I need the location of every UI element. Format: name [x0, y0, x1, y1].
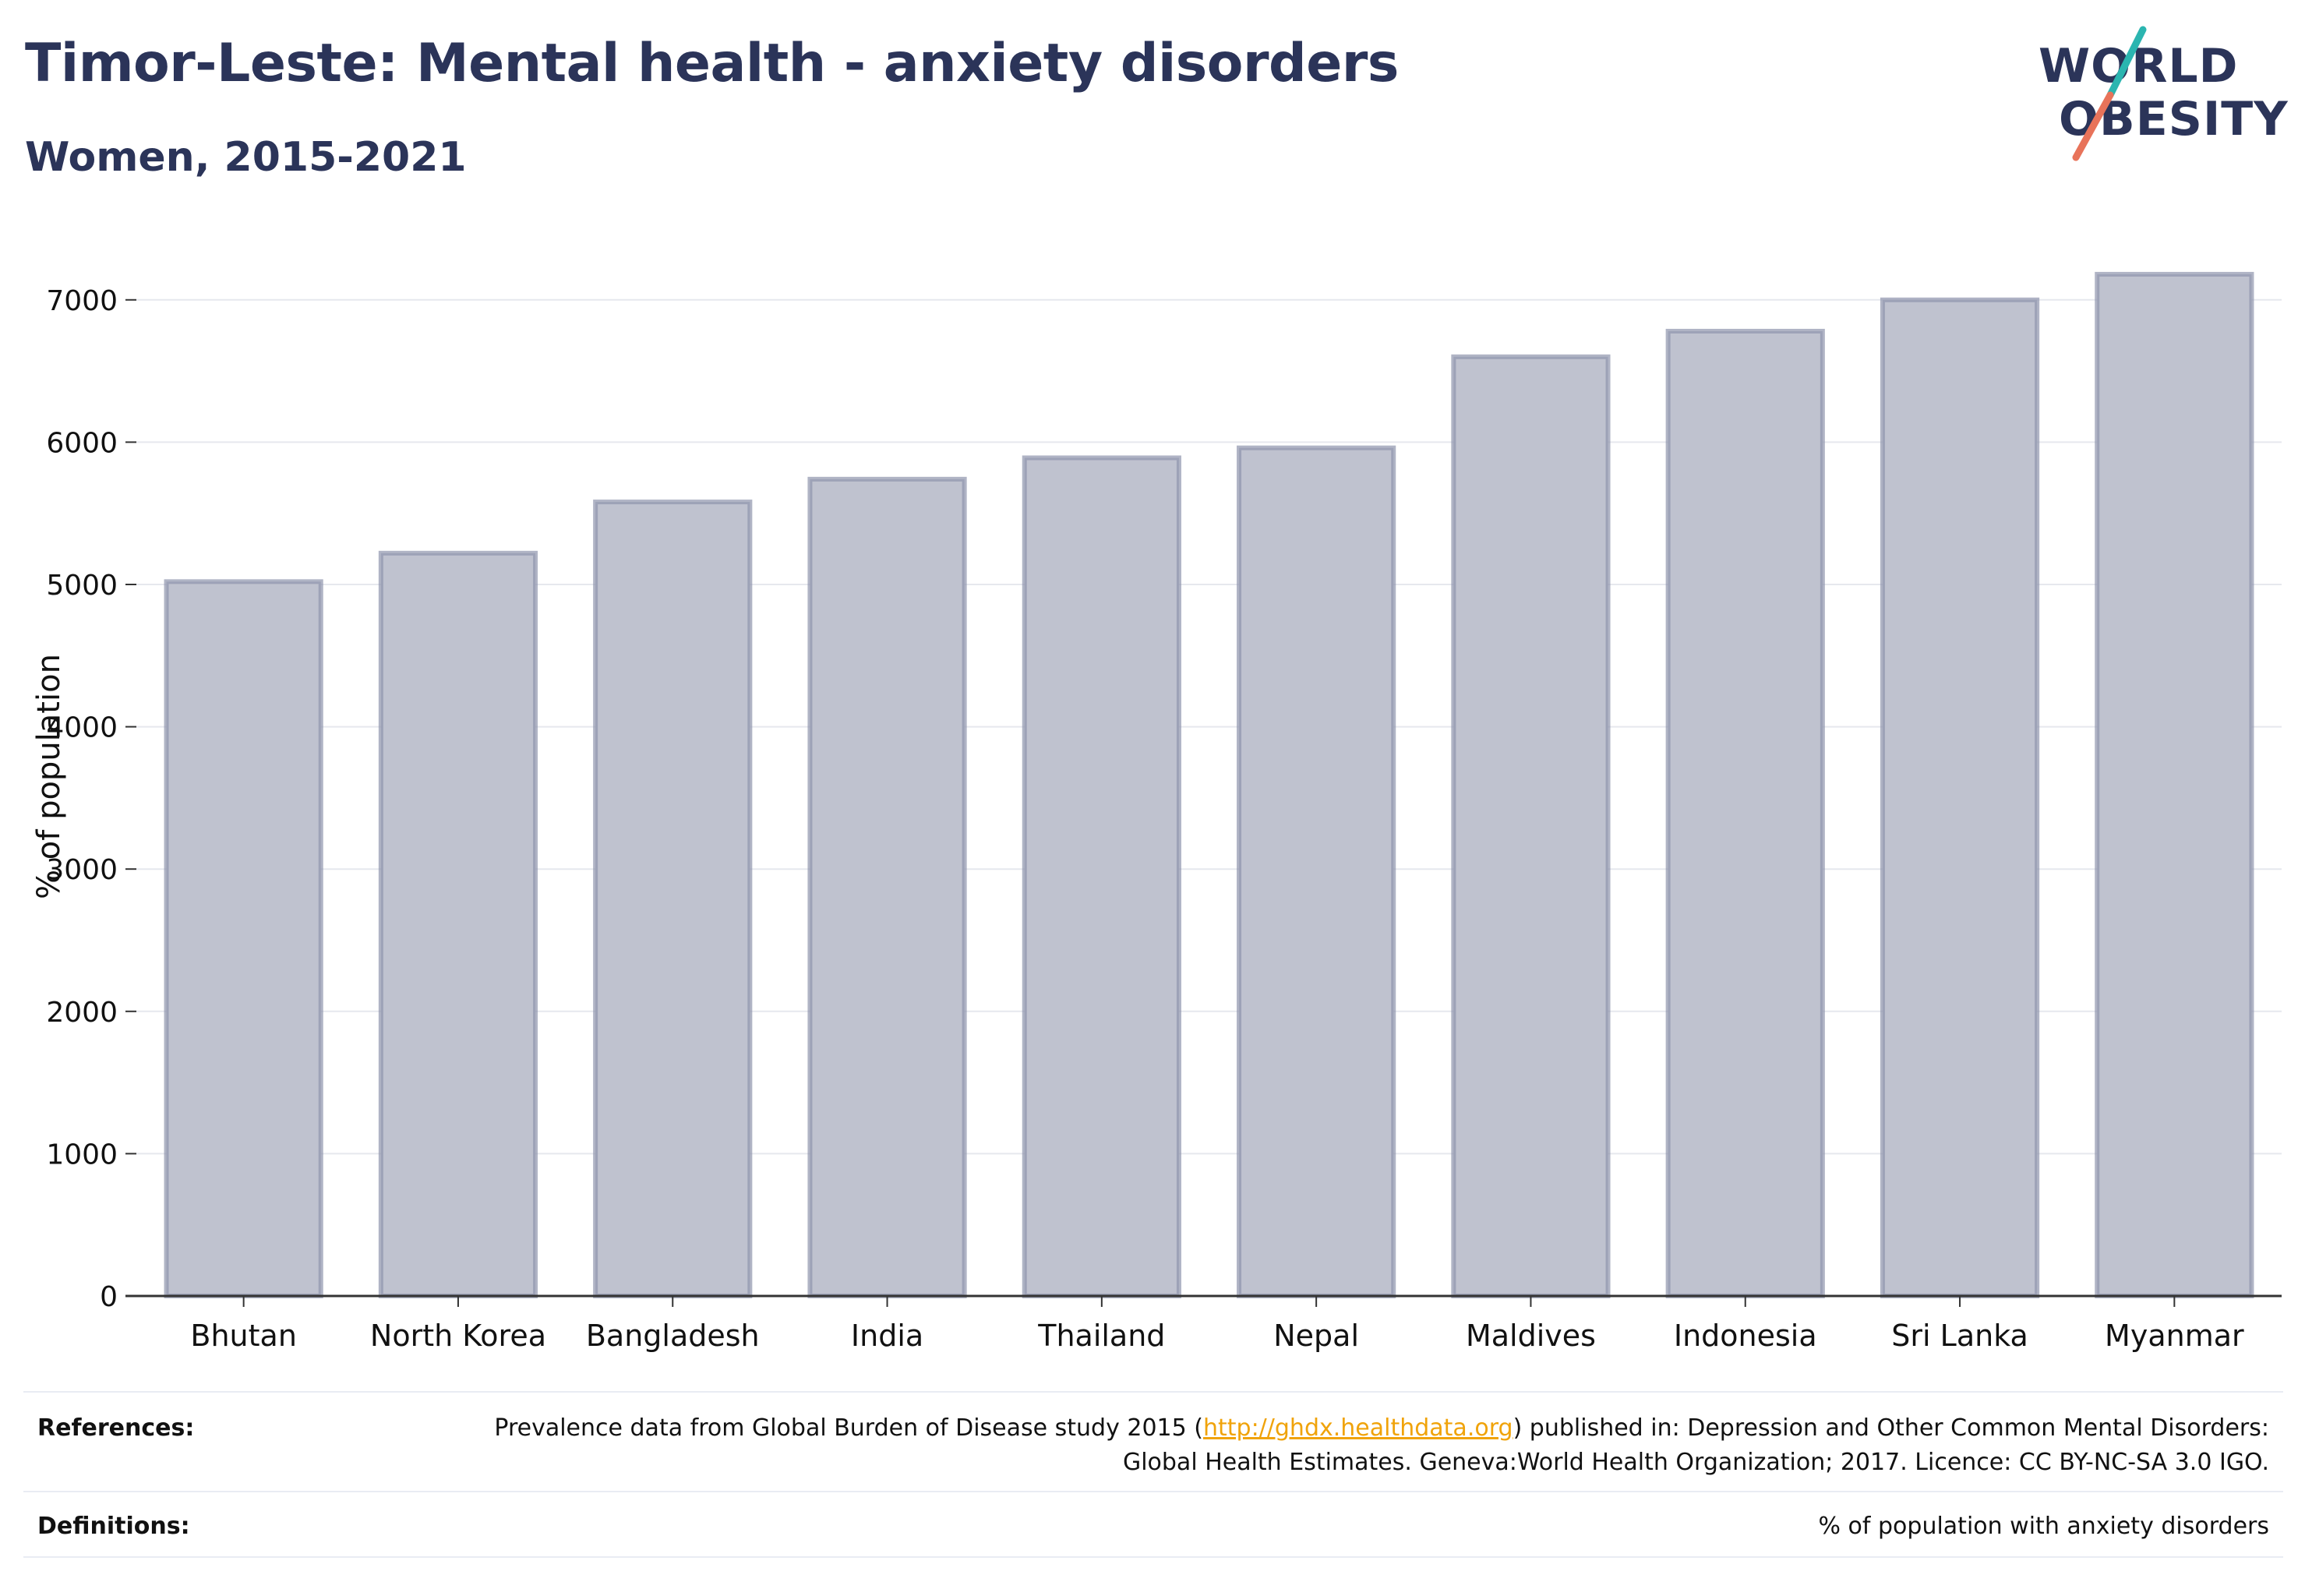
references-link[interactable]: http://ghdx.healthdata.org [1202, 1414, 1513, 1442]
definitions-label: Definitions: [37, 1513, 190, 1540]
x-tick-label: Indonesia [1674, 1319, 1817, 1353]
world-obesity-logo: WORLD OBESITY [2026, 23, 2291, 164]
x-tick-label: Maldives [1466, 1319, 1596, 1353]
logo-slash-icon [2072, 26, 2147, 161]
footer: References: Prevalence data from Global … [23, 1391, 2283, 1578]
bar-bangladesh[interactable] [593, 500, 753, 1298]
bar-myanmar[interactable] [2095, 271, 2254, 1298]
x-tick-label: Thailand [1037, 1319, 1165, 1353]
bar-sri-lanka[interactable] [1880, 297, 2040, 1299]
definitions-text: % of population with anxiety disorders [1818, 1513, 2269, 1540]
x-axis-ticks: Bhutan North Korea Bangladesh India Thailand… [190, 1296, 2244, 1353]
logo-line-1: WORLD [2038, 39, 2239, 94]
bar-chart: 0 1000 2000 3000 4000 5000 6000 7000 Bhutan Nort… [31, 271, 2282, 1353]
bars-group [164, 271, 2254, 1299]
chart-subtitle: Women, 2015-2021 [25, 134, 467, 181]
footer-divider-top [23, 1391, 2283, 1393]
y-tick-label: 0 [100, 1281, 118, 1313]
references-text-after: ) published in: Depression and Other Com… [1122, 1414, 2269, 1476]
x-tick-label: Bangladesh [586, 1319, 760, 1353]
footer-divider-bottom [23, 1556, 2283, 1558]
footer-divider-middle [23, 1491, 2283, 1492]
x-tick-label: Nepal [1273, 1319, 1359, 1353]
x-tick-label: North Korea [370, 1319, 546, 1353]
y-tick-label: 7000 [46, 285, 118, 317]
bar-india[interactable] [807, 476, 967, 1299]
bar-indonesia[interactable] [1665, 328, 1825, 1299]
bar-nepal[interactable] [1237, 445, 1396, 1299]
references-text: Prevalence data from Global Burden of Di… [477, 1411, 2269, 1480]
bar-thailand[interactable] [1022, 455, 1181, 1298]
y-tick-label: 5000 [46, 570, 118, 602]
y-tick-label: 6000 [46, 427, 118, 459]
bar-bhutan[interactable] [164, 579, 323, 1298]
y-tick-label: 4000 [46, 712, 118, 744]
references-text-before: Prevalence data from Global Burden of Di… [494, 1414, 1203, 1442]
bar-north-korea[interactable] [378, 550, 538, 1298]
x-tick-label: Bhutan [190, 1319, 297, 1353]
chart-title: Timor-Leste: Mental health - anxiety dis… [25, 33, 1399, 94]
x-tick-label: Sri Lanka [1891, 1319, 2028, 1353]
x-tick-label: India [851, 1319, 923, 1353]
references-label: References: [37, 1414, 195, 1442]
x-tick-label: Myanmar [2105, 1319, 2244, 1353]
y-tick-label: 1000 [46, 1139, 118, 1171]
y-tick-label: 2000 [46, 997, 118, 1029]
y-tick-label: 3000 [46, 854, 118, 886]
bar-maldives[interactable] [1451, 354, 1611, 1299]
y-axis-ticks: 0 1000 2000 3000 4000 5000 6000 7000 [46, 285, 136, 1313]
y-axis-label: % of population [31, 654, 67, 899]
